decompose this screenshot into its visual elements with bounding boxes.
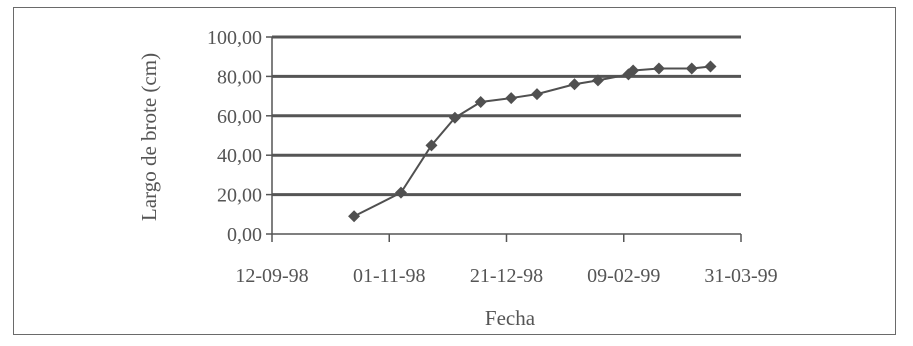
x-tick-label: 31-03-99 bbox=[704, 265, 777, 287]
data-point bbox=[704, 60, 717, 73]
chart-frame bbox=[13, 7, 896, 335]
y-tick-label: 100,00 bbox=[207, 27, 262, 49]
x-tick-label: 12-09-98 bbox=[235, 265, 308, 287]
y-tick-label: 20,00 bbox=[217, 185, 262, 207]
data-point bbox=[474, 96, 487, 109]
y-tick-label: 80,00 bbox=[217, 66, 262, 88]
data-point bbox=[685, 62, 698, 75]
data-point bbox=[652, 62, 665, 75]
y-tick-label: 0,00 bbox=[227, 224, 262, 246]
data-point bbox=[568, 78, 581, 91]
data-point bbox=[425, 139, 438, 152]
x-tick-label: 09-02-99 bbox=[587, 265, 660, 287]
data-point bbox=[627, 64, 640, 77]
data-point bbox=[448, 111, 461, 124]
y-axis-title: Largo de brote (cm) bbox=[137, 53, 161, 221]
data-point bbox=[591, 74, 604, 87]
x-tick-label: 21-12-98 bbox=[470, 265, 543, 287]
data-point bbox=[505, 92, 518, 105]
x-tick-label: 01-11-98 bbox=[353, 265, 426, 287]
y-tick-label: 40,00 bbox=[217, 145, 262, 167]
data-point bbox=[530, 88, 543, 101]
data-point bbox=[394, 186, 407, 199]
x-axis-title: Fecha bbox=[485, 306, 536, 330]
data-point bbox=[348, 210, 361, 223]
y-tick-label: 60,00 bbox=[217, 106, 262, 128]
